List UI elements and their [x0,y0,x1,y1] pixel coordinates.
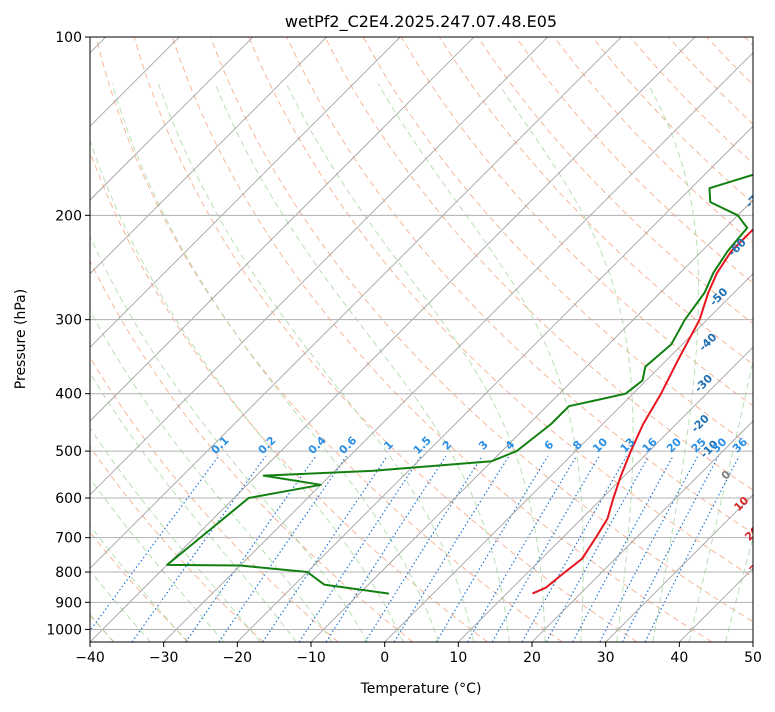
chart-title: wetPf2_C2E4.2025.247.07.48.E05 [285,12,557,32]
x-tick-label: 10 [449,650,467,666]
y-tick-label: 800 [55,565,82,581]
x-tick-label: −30 [149,650,179,666]
x-axis-label: Temperature (°C) [360,681,482,697]
y-tick-label: 400 [55,387,82,403]
x-tick-label: 0 [380,650,389,666]
y-tick-label: 100 [55,30,82,46]
x-tick-label: −10 [296,650,326,666]
y-tick-label: 600 [55,491,82,507]
isotherm-line [753,37,775,642]
y-tick-label: 700 [55,531,82,547]
y-tick-label: 500 [55,444,82,460]
x-tick-label: −40 [75,650,105,666]
x-tick-label: 50 [744,650,762,666]
y-tick-label: 200 [55,208,82,224]
y-tick-label: 1000 [46,622,82,638]
moist-adiabat-line [0,84,76,642]
x-tick-label: 30 [597,650,615,666]
y-axis-label: Pressure (hPa) [13,289,29,389]
x-tick-label: 40 [670,650,688,666]
x-tick-label: −20 [223,650,253,666]
moist-adiabat-label: 40 [760,586,775,606]
x-tick-label: 20 [523,650,541,666]
y-tick-label: 300 [55,313,82,329]
moist-adiabat-line [762,84,775,642]
dry-adiabat-label: -80 [763,138,775,161]
y-tick-label: 900 [55,595,82,611]
